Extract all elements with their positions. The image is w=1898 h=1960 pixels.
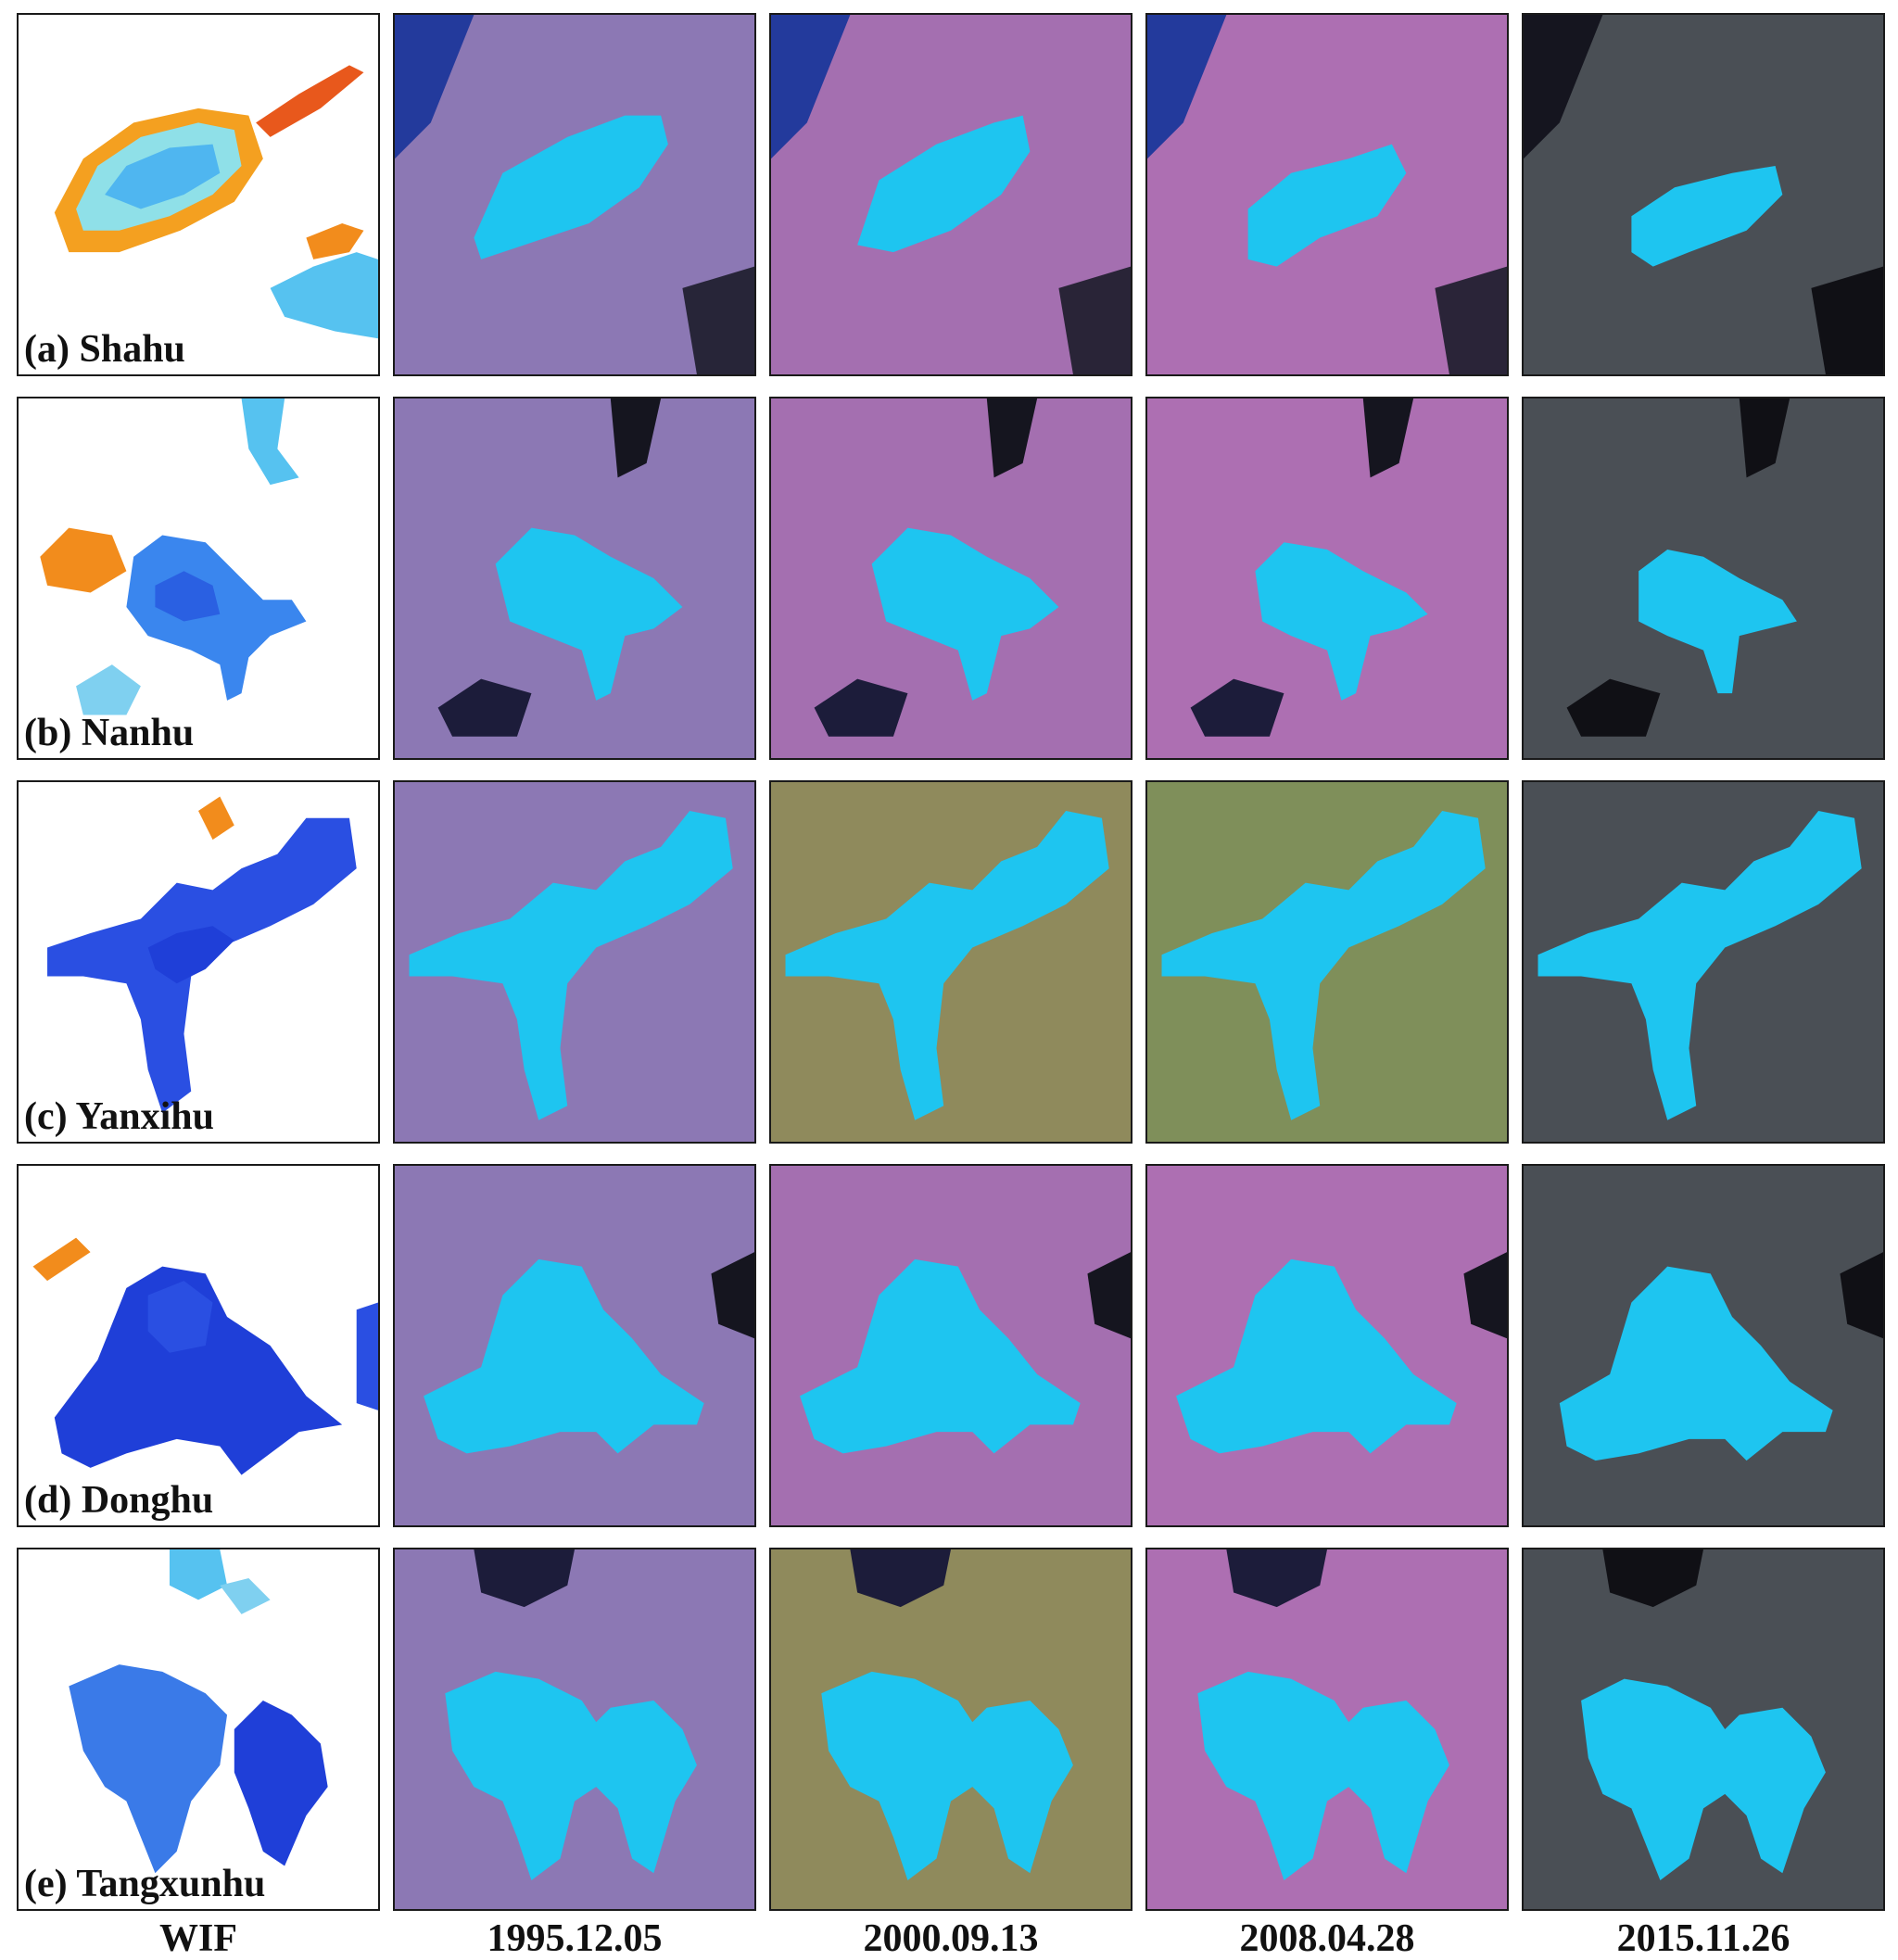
satellite-image bbox=[395, 1549, 754, 1909]
satellite-image bbox=[395, 782, 754, 1142]
row-label: (b) Nanhu bbox=[24, 712, 195, 754]
wif-map bbox=[19, 398, 378, 758]
satellite-image bbox=[1524, 1549, 1883, 1909]
panel-nanhu-wif: (b) Nanhu bbox=[17, 397, 380, 760]
panel-donghu-2015 bbox=[1522, 1164, 1885, 1527]
column-label-wif: WIF bbox=[159, 1917, 237, 1960]
satellite-image bbox=[1147, 15, 1507, 374]
satellite-image bbox=[771, 782, 1131, 1142]
panel-nanhu-1995 bbox=[393, 397, 756, 760]
satellite-image bbox=[395, 398, 754, 758]
satellite-image bbox=[1524, 1166, 1883, 1525]
row-label: (d) Donghu bbox=[24, 1479, 214, 1522]
satellite-image bbox=[1147, 782, 1507, 1142]
column-label-date: 2015.11.26 bbox=[1616, 1917, 1790, 1960]
wif-map bbox=[19, 782, 378, 1142]
panel-tangxunhu-1995 bbox=[393, 1548, 756, 1911]
panel-nanhu-2015 bbox=[1522, 397, 1885, 760]
panel-tangxunhu-2015 bbox=[1522, 1548, 1885, 1911]
satellite-image bbox=[1147, 1166, 1507, 1525]
satellite-image bbox=[1524, 782, 1883, 1142]
satellite-image bbox=[1524, 398, 1883, 758]
panel-donghu-1995 bbox=[393, 1164, 756, 1527]
column-label-date: 2008.04.28 bbox=[1239, 1917, 1415, 1960]
row-label: (e) Tangxunhu bbox=[24, 1863, 266, 1905]
column-label-date: 1995.12.05 bbox=[487, 1917, 663, 1960]
panel-shahu-2008 bbox=[1145, 13, 1509, 376]
satellite-image bbox=[771, 1549, 1131, 1909]
panel-yanxihu-2015 bbox=[1522, 780, 1885, 1144]
panel-yanxihu-1995 bbox=[393, 780, 756, 1144]
panel-shahu-2000 bbox=[769, 13, 1132, 376]
satellite-image bbox=[395, 15, 754, 374]
panel-yanxihu-wif: (c) Yanxihu bbox=[17, 780, 380, 1144]
panel-donghu-2000 bbox=[769, 1164, 1132, 1527]
wif-map bbox=[19, 15, 378, 374]
panel-donghu-2008 bbox=[1145, 1164, 1509, 1527]
panel-yanxihu-2000 bbox=[769, 780, 1132, 1144]
panel-shahu-1995 bbox=[393, 13, 756, 376]
panel-tangxunhu-2000 bbox=[769, 1548, 1132, 1911]
satellite-image bbox=[771, 1166, 1131, 1525]
panel-nanhu-2008 bbox=[1145, 397, 1509, 760]
panel-tangxunhu-wif: (e) Tangxunhu bbox=[17, 1548, 380, 1911]
satellite-image bbox=[1147, 398, 1507, 758]
panel-yanxihu-2008 bbox=[1145, 780, 1509, 1144]
satellite-image bbox=[395, 1166, 754, 1525]
panel-nanhu-2000 bbox=[769, 397, 1132, 760]
wif-map bbox=[19, 1166, 378, 1525]
panel-tangxunhu-2008 bbox=[1145, 1548, 1509, 1911]
row-label: (c) Yanxihu bbox=[24, 1095, 214, 1138]
panel-shahu-2015 bbox=[1522, 13, 1885, 376]
panel-shahu-wif: (a) Shahu bbox=[17, 13, 380, 376]
wif-map bbox=[19, 1549, 378, 1909]
satellite-image bbox=[771, 15, 1131, 374]
satellite-image bbox=[1147, 1549, 1507, 1909]
satellite-image bbox=[771, 398, 1131, 758]
column-label-date: 2000.09.13 bbox=[863, 1917, 1039, 1960]
panel-donghu-wif: (d) Donghu bbox=[17, 1164, 380, 1527]
satellite-image bbox=[1524, 15, 1883, 374]
row-label: (a) Shahu bbox=[24, 328, 185, 371]
